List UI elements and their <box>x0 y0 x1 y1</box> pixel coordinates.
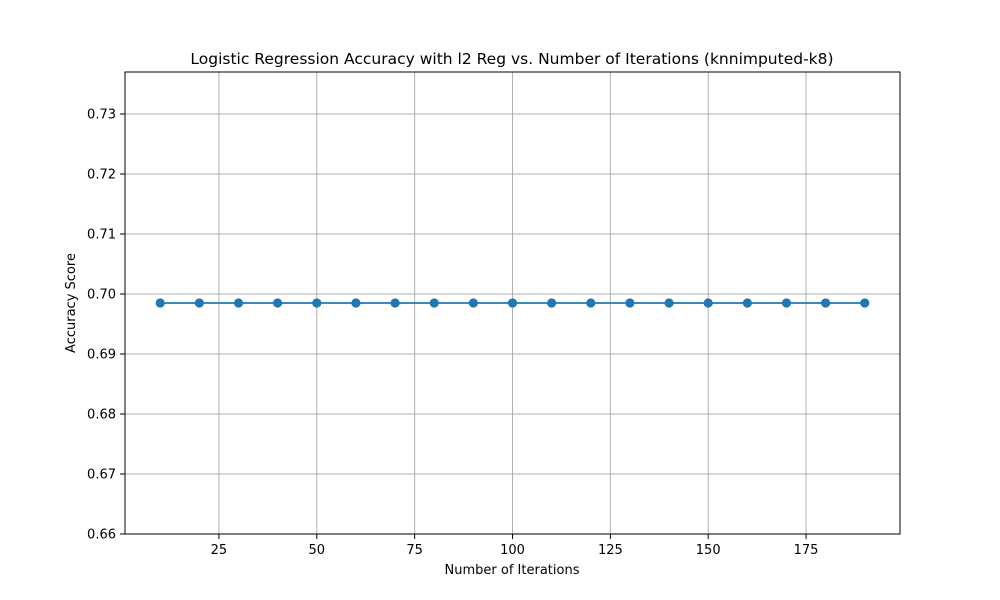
chart-title: Logistic Regression Accuracy with l2 Reg… <box>190 50 833 68</box>
plot-frame <box>124 71 901 535</box>
data-point <box>742 298 752 308</box>
data-point <box>586 298 596 308</box>
data-point <box>547 298 557 308</box>
y-tick-label: 0.69 <box>87 348 116 363</box>
data-point <box>351 298 361 308</box>
x-tick-label: 150 <box>696 543 721 558</box>
y-tick-label: 0.71 <box>87 228 116 243</box>
data-point <box>703 298 713 308</box>
x-axis-label: Number of Iterations <box>445 563 580 578</box>
data-point <box>781 298 792 308</box>
data-point <box>821 298 831 308</box>
y-tick-label: 0.66 <box>87 528 116 543</box>
x-tick-label: 175 <box>794 543 819 558</box>
data-point <box>312 298 322 308</box>
data-point <box>429 298 439 308</box>
axis-ticks: 25 50 75 100 125 150 175 0.66 0.67 0.68 0.69 0.70 0.… <box>87 108 818 559</box>
data-point <box>233 298 244 308</box>
x-tick-label: 100 <box>500 543 525 558</box>
x-tick-label: 25 <box>211 543 228 558</box>
y-tick-label: 0.72 <box>87 168 116 183</box>
y-tick-label: 0.73 <box>87 108 116 123</box>
x-tick-label: 125 <box>598 543 623 558</box>
data-point <box>507 298 518 308</box>
data-point <box>194 298 204 308</box>
y-axis-label: Accuracy Score <box>64 253 79 353</box>
x-tick-label: 75 <box>406 543 423 558</box>
data-series <box>155 298 870 308</box>
y-tick-label: 0.70 <box>87 288 116 303</box>
y-tick-label: 0.67 <box>87 468 116 483</box>
data-point <box>625 298 635 308</box>
y-tick-label: 0.68 <box>87 408 116 423</box>
data-point <box>468 298 478 308</box>
x-tick-label: 50 <box>309 543 326 558</box>
data-point <box>390 298 400 308</box>
data-point <box>273 298 283 308</box>
data-point <box>860 298 870 308</box>
data-point <box>664 298 674 308</box>
data-point <box>155 298 165 308</box>
